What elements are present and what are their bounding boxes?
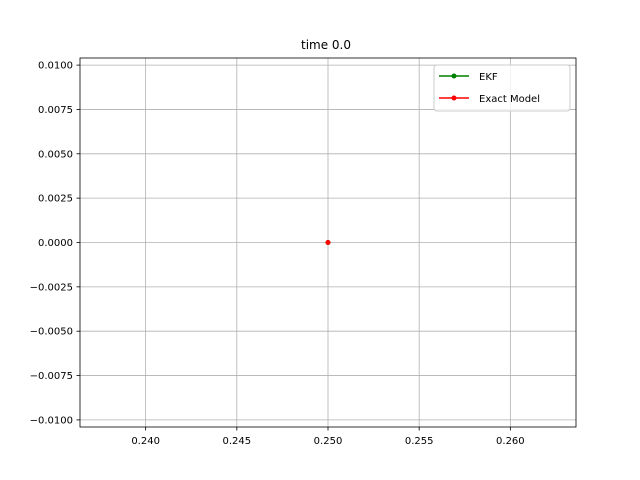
legend: EKF Exact Model xyxy=(433,64,571,112)
legend-label-exact-model: Exact Model xyxy=(479,94,540,105)
x-tick-label: 0.255 xyxy=(405,436,434,447)
y-tick-label: 0.0075 xyxy=(38,105,73,116)
data-point-exact-model xyxy=(325,240,331,245)
y-tick-label: −0.0025 xyxy=(30,282,73,293)
y-tick-label: 0.0025 xyxy=(38,194,73,205)
y-tick-label: 0.0100 xyxy=(38,61,73,72)
x-tick-label: 0.260 xyxy=(496,436,525,447)
ticks: 0.240 0.245 0.250 0.255 0.260 0.0100 0.0075 0.0… xyxy=(30,61,525,447)
series-layer xyxy=(325,240,331,245)
y-tick-label: −0.0075 xyxy=(30,371,73,382)
y-tick-label: 0.0050 xyxy=(38,149,73,160)
y-tick-label: −0.0100 xyxy=(30,415,73,426)
x-tick-label: 0.240 xyxy=(131,436,160,447)
x-tick-label: 0.245 xyxy=(223,436,252,447)
legend-marker-exact-model xyxy=(451,95,457,101)
legend-label-ekf: EKF xyxy=(479,72,498,83)
x-tick-label: 0.250 xyxy=(314,436,343,447)
y-tick-label: −0.0050 xyxy=(30,327,73,338)
y-tick-label: 0.0000 xyxy=(38,238,73,249)
chart-title: time 0.0 xyxy=(301,38,351,52)
legend-marker-ekf xyxy=(451,73,457,79)
